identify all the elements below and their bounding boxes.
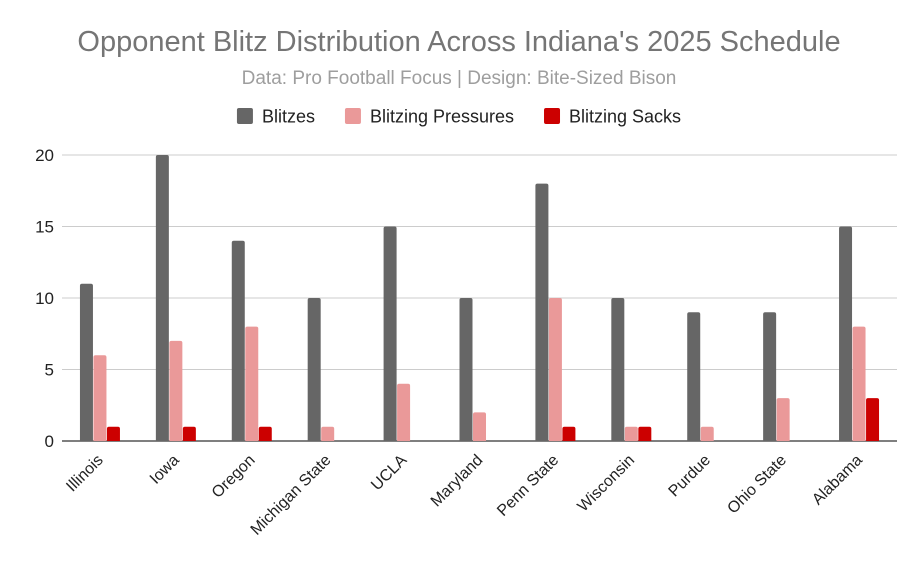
y-tick-label: 0 xyxy=(45,432,54,451)
legend: Blitzes Blitzing Pressures Blitzing Sacks xyxy=(236,107,681,127)
legend-item-blitzing-pressures: Blitzing Pressures xyxy=(344,107,514,127)
bar-blitzing-pressures-ohio-state xyxy=(776,398,790,441)
bar-blitzing-sacks-iowa xyxy=(182,426,196,441)
bar-blitzing-pressures-maryland xyxy=(473,412,486,441)
bar-blitzes-oregon xyxy=(231,240,245,441)
bar-blitzing-pressures-penn-state xyxy=(548,298,562,441)
x-tick-label-iowa: Iowa xyxy=(147,452,183,488)
bar-blitzing-pressures-purdue xyxy=(700,426,714,441)
y-tick-label: 10 xyxy=(35,289,54,308)
y-tick-label: 20 xyxy=(35,146,54,165)
legend-swatch xyxy=(544,108,561,124)
bar-blitzing-pressures-illinois xyxy=(93,355,107,441)
bar-blitzes-michigan-state xyxy=(307,298,321,441)
bar-blitzes-wisconsin xyxy=(611,298,625,441)
bar-blitzing-sacks-alabama xyxy=(866,398,880,441)
x-tick-label-penn-state: Penn State xyxy=(494,452,562,520)
bar-blitzes-ucla xyxy=(383,226,397,441)
bar-blitzing-sacks-illinois xyxy=(106,426,120,441)
x-tick-label-illinois: Illinois xyxy=(63,452,106,495)
legend-label: Blitzes xyxy=(262,107,315,127)
bar-blitzing-pressures-michigan-state xyxy=(321,426,335,441)
legend-item-blitzing-sacks: Blitzing Sacks xyxy=(544,107,681,127)
bar-blitzes-maryland xyxy=(459,298,473,441)
bar-blitzes-ohio-state xyxy=(763,312,777,441)
bar-blitzing-sacks-wisconsin xyxy=(638,426,652,441)
x-tick-label-oregon: Oregon xyxy=(209,452,259,502)
legend-label: Blitzing Sacks xyxy=(569,107,681,127)
bar-blitzes-iowa xyxy=(155,155,169,441)
bar-blitzing-pressures-wisconsin xyxy=(624,426,638,441)
bar-blitzing-pressures-ucla xyxy=(397,383,411,441)
bar-blitzes-illinois xyxy=(79,283,93,441)
chart-title: Opponent Blitz Distribution Across India… xyxy=(77,26,840,58)
x-tick-label-alabama: Alabama xyxy=(809,452,866,509)
chart-subtitle: Data: Pro Football Focus | Design: Bite-… xyxy=(242,68,677,89)
legend-swatch xyxy=(344,108,361,124)
legend-label: Blitzing Pressures xyxy=(370,107,514,127)
bar-blitzes-purdue xyxy=(687,312,701,441)
bar-blitzes-penn-state xyxy=(535,183,549,441)
y-tick-label: 15 xyxy=(35,218,54,237)
x-tick-label-ohio-state: Ohio State xyxy=(724,452,790,518)
bar-blitzing-pressures-iowa xyxy=(169,340,183,441)
bar-blitzing-sacks-penn-state xyxy=(562,426,576,441)
bars xyxy=(79,155,880,441)
x-tick-label-purdue: Purdue xyxy=(666,452,715,501)
y-axis: 0 5 10 15 20 xyxy=(35,146,54,451)
bar-blitzing-pressures-oregon xyxy=(245,326,259,441)
x-tick-label-michigan-state: Michigan State xyxy=(248,452,335,539)
bar-blitzing-pressures-alabama xyxy=(852,326,866,441)
y-tick-label: 5 xyxy=(45,361,54,380)
x-tick-label-wisconsin: Wisconsin xyxy=(575,452,639,516)
x-tick-label-maryland: Maryland xyxy=(428,452,487,511)
legend-item-blitzes: Blitzes xyxy=(236,107,315,127)
bar-blitzes-alabama xyxy=(839,226,853,441)
x-tick-label-ucla: UCLA xyxy=(368,452,410,494)
bar-blitzing-sacks-oregon xyxy=(258,426,272,441)
legend-swatch xyxy=(236,108,253,124)
